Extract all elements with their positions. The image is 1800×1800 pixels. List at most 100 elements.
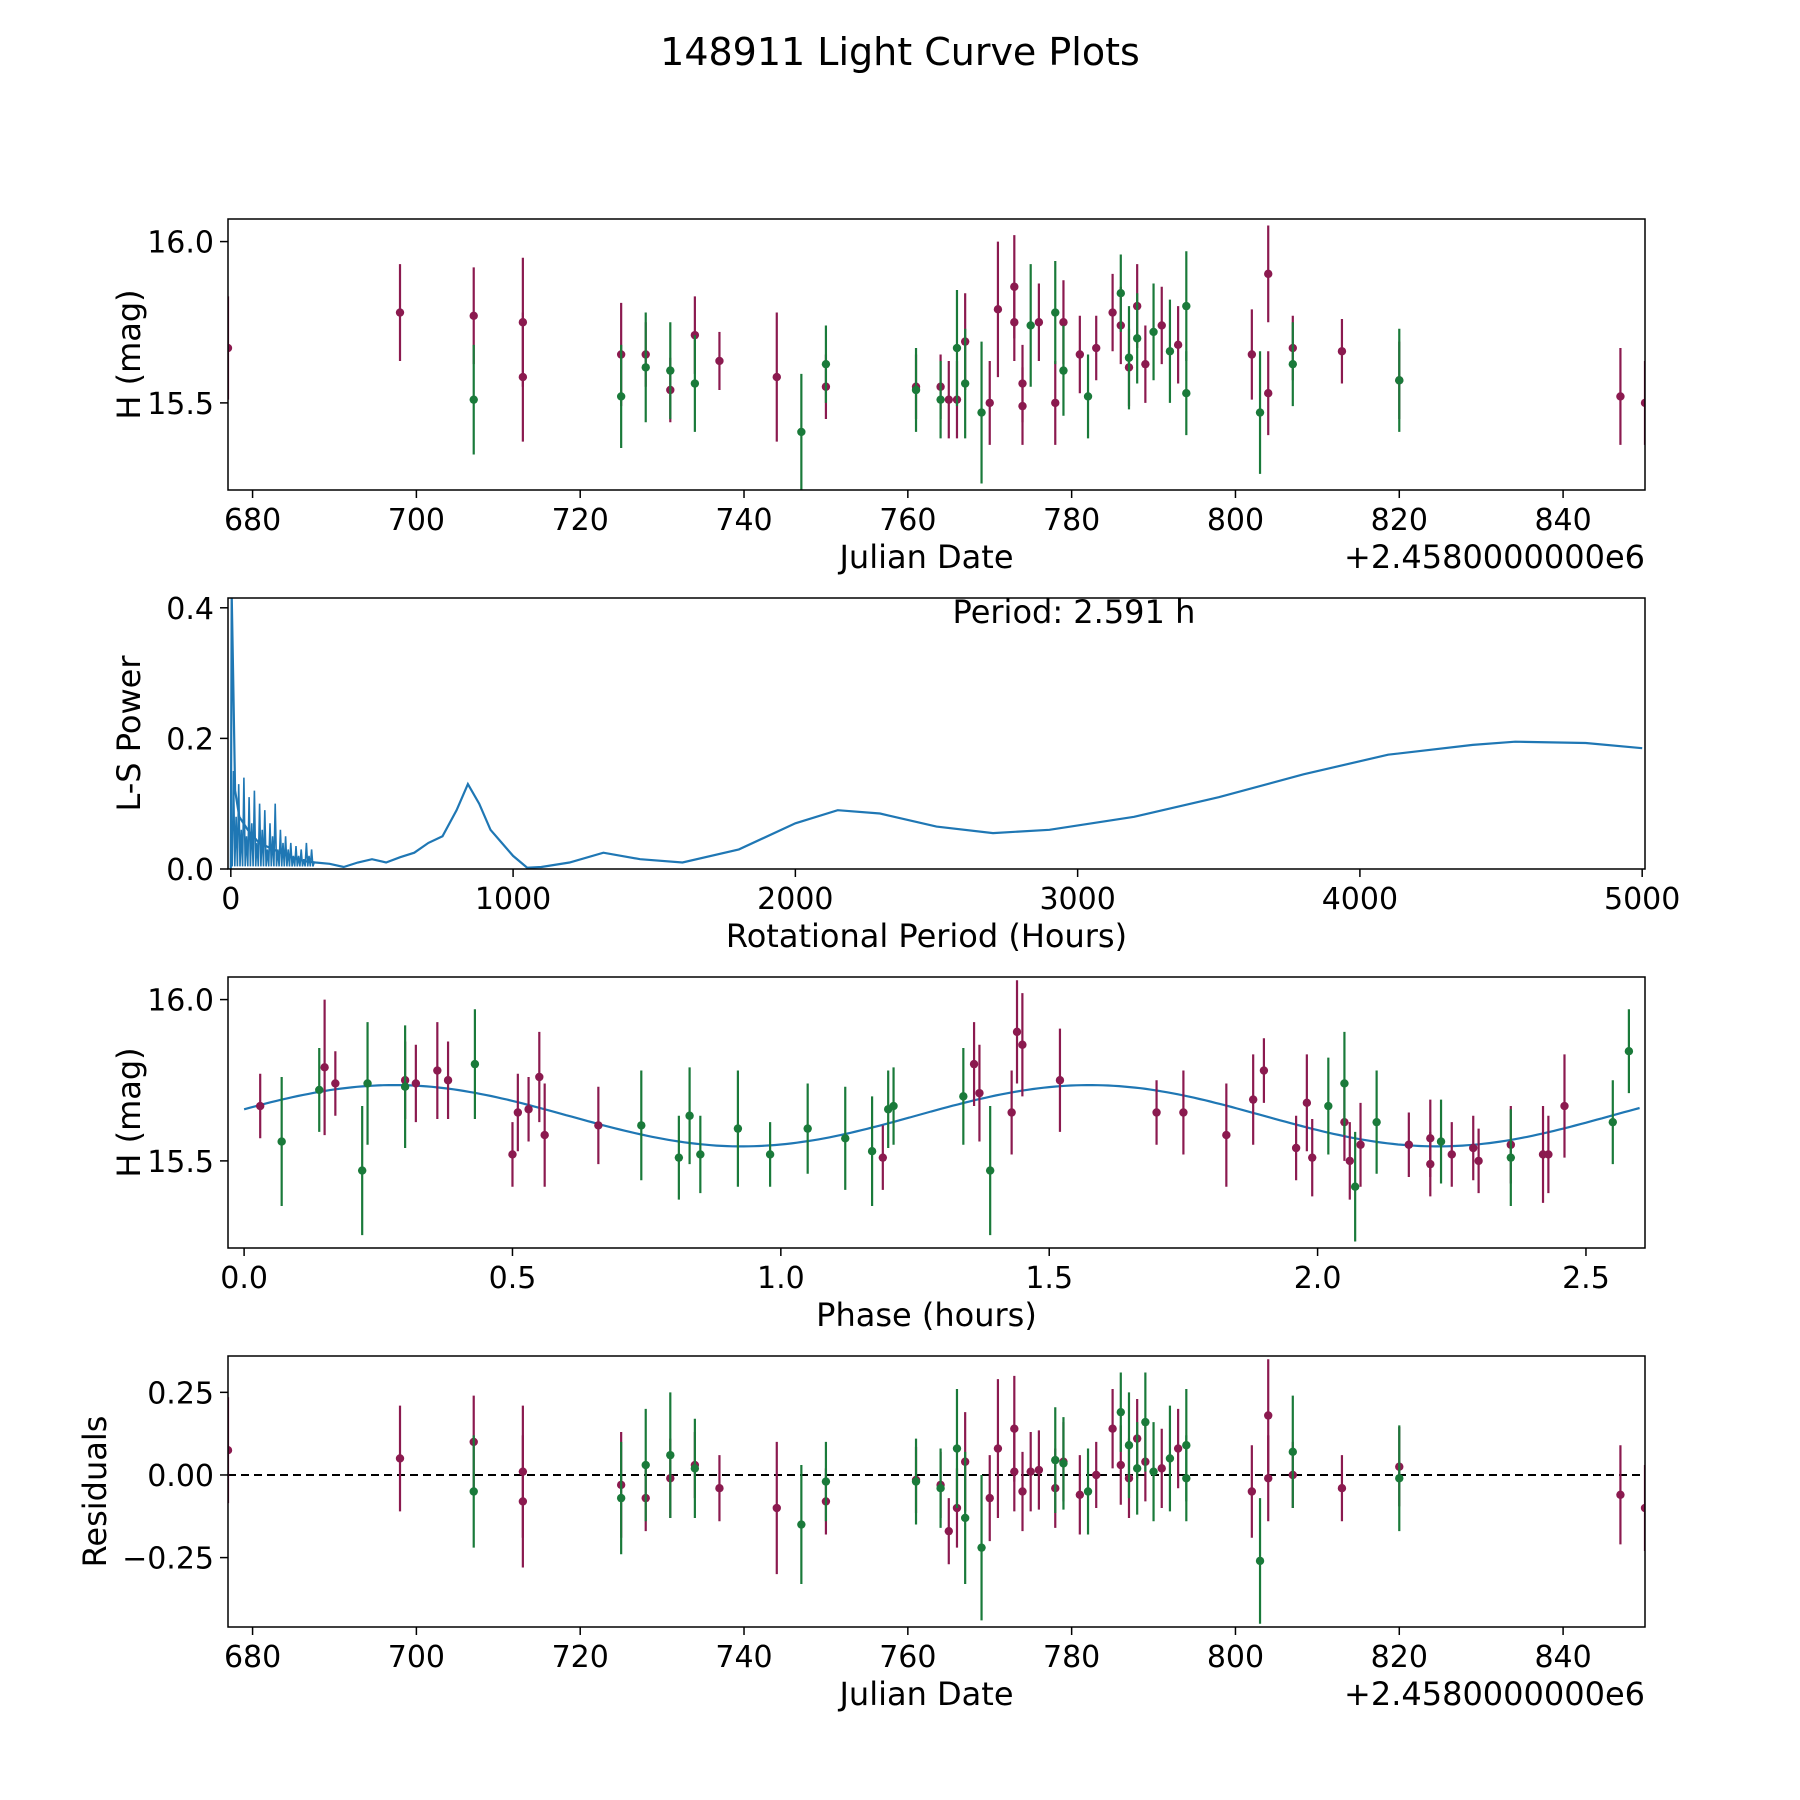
lc-point-red xyxy=(1010,318,1019,327)
phase-point-red xyxy=(508,1150,517,1159)
phase-point-red xyxy=(1007,1108,1016,1117)
resid-point-green xyxy=(1059,1459,1068,1468)
lc-point-green xyxy=(1026,321,1035,330)
resid-xtick-label: 780 xyxy=(1043,1640,1100,1675)
resid-xtick-label: 800 xyxy=(1207,1640,1264,1675)
panel-residuals: 680 700 720 740 760 780 800 820 840 0.25 0.00 −0.25… xyxy=(76,1355,1646,1713)
resid-point-red xyxy=(1157,1464,1166,1473)
phase-point-green xyxy=(1608,1117,1617,1127)
panel-lomb-scargle: 0 1000 2000 3000 4000 5000 0.0 0.2 0.4 Rotational… xyxy=(110,592,1680,955)
resid-point-red xyxy=(1075,1490,1085,1500)
lc-xtick-label: 700 xyxy=(388,503,445,538)
lc-point-green xyxy=(616,392,626,401)
resid-point-red xyxy=(1034,1465,1044,1475)
resid-point-red xyxy=(1264,1411,1273,1420)
phase-point-red xyxy=(1308,1153,1317,1162)
resid-point-red xyxy=(1116,1460,1125,1470)
resid-point-green xyxy=(641,1460,650,1470)
phase-point-red xyxy=(1302,1098,1312,1108)
lc-point-green xyxy=(1182,389,1191,398)
lc-point-green xyxy=(1182,301,1191,311)
resid-point-green xyxy=(1141,1417,1150,1427)
resid-point-red xyxy=(1092,1470,1101,1480)
phase-ylabel: H (mag) xyxy=(110,1047,148,1177)
lc-xtick-label: 800 xyxy=(1207,503,1264,538)
phase-frame xyxy=(227,976,1646,1249)
resid-point-red xyxy=(228,1445,233,1455)
resid-point-green xyxy=(952,1444,962,1453)
phase-point-green xyxy=(315,1085,324,1095)
lc-xtick-label: 720 xyxy=(552,503,609,538)
phase-point-green xyxy=(400,1082,410,1091)
resid-xtick-label: 820 xyxy=(1371,1640,1428,1675)
lc-point-green xyxy=(952,343,962,353)
phase-point-red xyxy=(1152,1108,1161,1117)
resid-point-green xyxy=(821,1477,831,1486)
resid-xtick-label: 720 xyxy=(552,1640,609,1675)
lc-xtick-label: 680 xyxy=(224,503,281,538)
lc-point-green xyxy=(641,363,650,372)
lc-point-red xyxy=(985,398,994,408)
lc-xtick-label: 820 xyxy=(1371,503,1428,538)
phase-point-red xyxy=(1055,1076,1065,1085)
lc-point-red xyxy=(1264,389,1273,398)
lc-point-green xyxy=(1132,334,1142,343)
phase-xtick-label: 0.0 xyxy=(220,1261,268,1296)
phase-point-red xyxy=(1544,1150,1553,1159)
resid-point-green xyxy=(469,1487,478,1496)
resid-point-red xyxy=(715,1483,724,1493)
phase-point-green xyxy=(637,1121,646,1130)
resid-point-red xyxy=(1640,1503,1645,1513)
figure-title: 148911 Light Curve Plots xyxy=(660,30,1140,74)
lc-point-red xyxy=(993,305,1003,314)
lc-point-red xyxy=(395,308,405,317)
resid-ytick-label: −0.25 xyxy=(122,1542,214,1577)
phase-point-green xyxy=(1324,1101,1333,1111)
lc-point-green xyxy=(469,395,478,404)
lc-point-red xyxy=(1108,308,1117,317)
lc-point-green xyxy=(821,359,831,369)
phase-point-green xyxy=(889,1101,898,1111)
panel-light-curve: 680 700 720 740 760 780 800 820 840 15.5 16.0 Julia… xyxy=(110,218,1646,576)
resid-point-green xyxy=(960,1513,970,1523)
ls-xtick-label: 5000 xyxy=(1604,882,1680,917)
resid-point-red xyxy=(772,1503,781,1513)
ls-xtick-label: 0 xyxy=(221,882,240,917)
resid-xtick-label: 700 xyxy=(388,1640,445,1675)
lc-point-green xyxy=(1149,327,1158,337)
resid-point-red xyxy=(395,1454,405,1463)
lc-xtick-label: 840 xyxy=(1534,503,1591,538)
lc-point-red xyxy=(772,372,781,382)
lc-xtick-label: 740 xyxy=(715,503,772,538)
lc-point-green xyxy=(1083,392,1093,401)
ls-ytick-label: 0.4 xyxy=(166,592,214,627)
resid-xlabel: Julian Date xyxy=(837,1675,1013,1713)
resid-xtick-label: 680 xyxy=(224,1640,281,1675)
phase-xtick-label: 1.0 xyxy=(757,1261,805,1296)
lc-offset-label: +2.4580000000e6 xyxy=(1344,538,1645,576)
resid-point-green xyxy=(1051,1455,1060,1465)
lc-point-green xyxy=(1255,408,1265,417)
resid-point-green xyxy=(977,1543,986,1552)
ls-ylabel: L-S Power xyxy=(110,655,148,812)
phase-point-green xyxy=(674,1153,684,1162)
phase-point-green xyxy=(841,1134,850,1143)
resid-point-green xyxy=(1116,1407,1125,1417)
lc-point-red xyxy=(1264,269,1273,279)
resid-point-green xyxy=(1395,1474,1404,1483)
lc-xlabel: Julian Date xyxy=(837,538,1013,576)
phase-point-red xyxy=(256,1101,265,1111)
resid-point-green xyxy=(1132,1464,1142,1473)
phase-point-green xyxy=(1372,1117,1381,1127)
resid-ytick-label: 0.00 xyxy=(147,1459,214,1494)
phase-point-red xyxy=(1291,1143,1301,1153)
lc-point-red xyxy=(944,395,953,404)
lc-point-red xyxy=(469,311,478,320)
resid-point-red xyxy=(1264,1474,1273,1483)
phase-point-red xyxy=(1474,1156,1483,1166)
lc-point-red xyxy=(1051,398,1060,408)
phase-point-red xyxy=(1447,1150,1456,1159)
resid-point-green xyxy=(1182,1474,1191,1483)
ls-ytick-label: 0.2 xyxy=(166,722,214,757)
resid-frame xyxy=(227,1355,1646,1628)
